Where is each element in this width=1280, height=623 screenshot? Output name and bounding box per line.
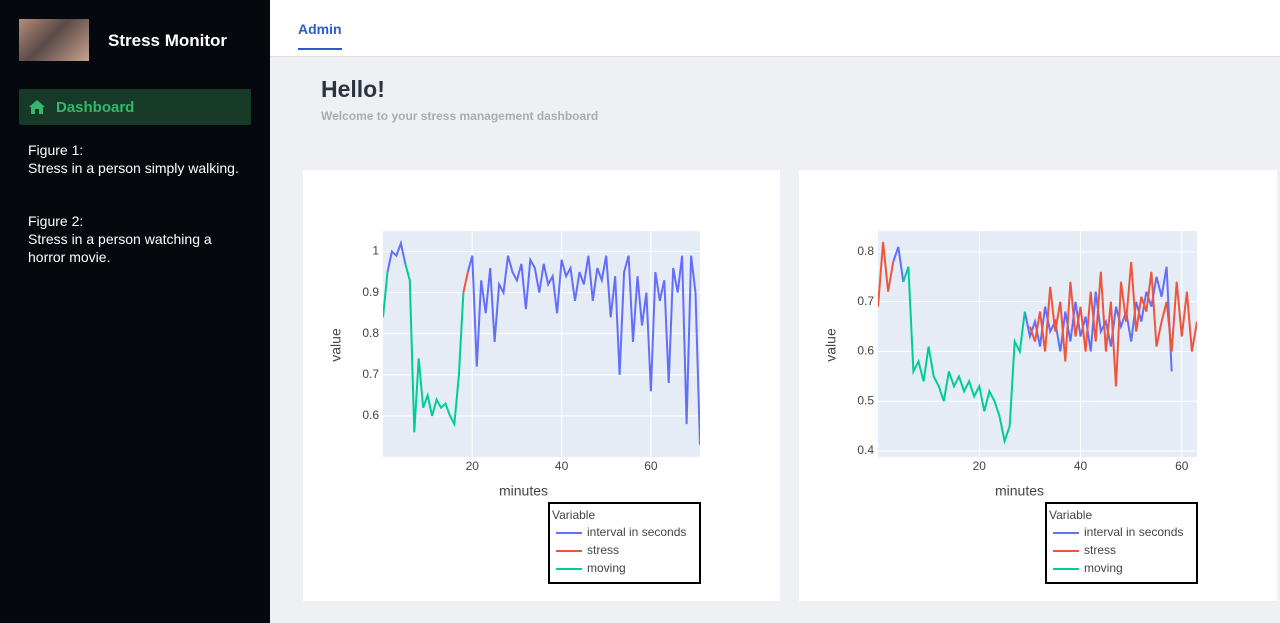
y-tick-label: 0.6 — [857, 344, 874, 358]
y-axis-label: value — [328, 328, 344, 362]
data-line — [902, 266, 1026, 445]
legend-label: interval in seconds — [587, 525, 686, 539]
note: Figure 1: Stress in a person simply walk… — [28, 141, 243, 177]
legend-label: stress — [1084, 543, 1116, 557]
y-tick-label: 0.7 — [362, 367, 379, 381]
legend-title: Variable — [1049, 508, 1092, 522]
x-axis-label: minutes — [995, 483, 1044, 499]
y-tick-label: 1 — [372, 244, 379, 258]
x-tick-label: 40 — [555, 459, 569, 473]
home-icon — [29, 100, 45, 114]
legend-label: stress — [587, 543, 619, 557]
x-tick-label: 20 — [973, 459, 987, 473]
x-axis-label: minutes — [499, 483, 548, 499]
y-tick-label: 0.9 — [362, 285, 379, 299]
y-tick-label: 0.7 — [857, 294, 874, 308]
y-tick-label: 0.4 — [857, 443, 874, 457]
y-tick-label: 0.5 — [857, 393, 874, 407]
brand-image — [19, 19, 89, 61]
y-tick-label: 0.8 — [362, 326, 379, 340]
note-text: Stress in a person watching a horror mov… — [28, 231, 212, 265]
note-title: Figure 2: — [28, 213, 84, 229]
data-line — [383, 263, 465, 433]
note-text: Stress in a person simply walking. — [28, 160, 239, 176]
data-line — [878, 241, 1197, 387]
greeting-subtitle: Welcome to your stress management dashbo… — [321, 109, 599, 123]
tab[interactable]: Admin — [298, 21, 342, 50]
x-tick-label: 40 — [1074, 459, 1088, 473]
header: Admin — [270, 0, 1280, 57]
y-axis-label: value — [823, 328, 839, 362]
legend-label: moving — [587, 561, 626, 575]
greeting-title: Hello! — [321, 76, 385, 102]
note: Figure 2: Stress in a person watching a … — [28, 212, 243, 266]
plot-area — [878, 231, 1197, 457]
data-line — [386, 239, 700, 445]
legend-title: Variable — [552, 508, 595, 522]
sidebar: Stress Monitor Dashboard Figure 1: Stres… — [0, 0, 270, 623]
x-tick-label: 60 — [644, 459, 658, 473]
x-tick-label: 60 — [1175, 459, 1189, 473]
y-tick-label: 0.8 — [857, 244, 874, 258]
data-line — [462, 271, 469, 293]
nav-item[interactable]: Dashboard — [19, 89, 251, 125]
y-tick-label: 0.6 — [362, 408, 379, 422]
x-tick-label: 20 — [466, 459, 480, 473]
brand: Stress Monitor — [108, 31, 228, 50]
legend-label: interval in seconds — [1084, 525, 1183, 539]
nav-label: Dashboard — [56, 99, 135, 116]
plot-area — [383, 231, 700, 457]
note-title: Figure 1: — [28, 142, 84, 158]
legend-label: moving — [1084, 561, 1123, 575]
